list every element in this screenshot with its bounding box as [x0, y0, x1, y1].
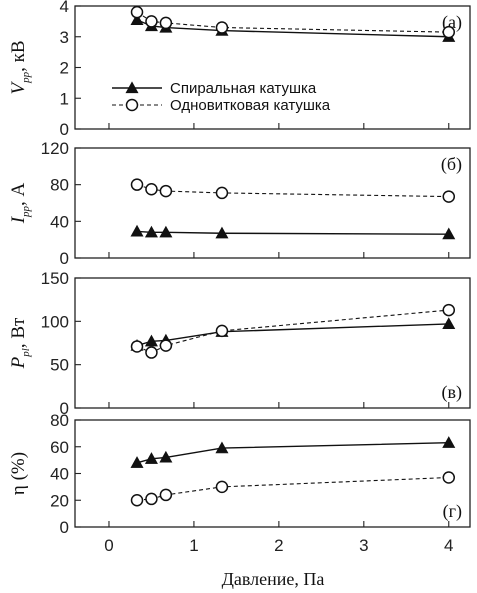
y-axis-symbol: P	[8, 356, 29, 369]
y-tick-label: 50	[50, 356, 69, 375]
x-tick-label: 1	[189, 536, 198, 555]
series-line-single-turn	[137, 310, 449, 352]
y-axis-label: Ipp, А	[8, 182, 32, 224]
x-tick-label: 3	[359, 536, 368, 555]
data-point-single-turn	[146, 184, 157, 195]
series-line-spiral	[137, 231, 449, 234]
data-point-single-turn	[132, 179, 143, 190]
data-point-spiral	[131, 225, 143, 236]
data-point-single-turn	[443, 27, 454, 38]
panel-b: 0 40 80 120 Ipp, А (б)	[8, 139, 470, 268]
data-point-single-turn	[132, 7, 143, 18]
data-point-spiral	[443, 318, 455, 329]
y-tick-label: 0	[60, 249, 69, 268]
y-axis-subscript: pp	[20, 205, 32, 218]
series-line-spiral	[137, 324, 449, 346]
y-axis-subscript: pl	[20, 348, 32, 358]
y-tick-label: 40	[50, 212, 69, 231]
y-tick-label: 20	[50, 491, 69, 510]
panel-frame	[75, 420, 470, 527]
y-axis-label: Vpp, кВ	[8, 40, 32, 94]
data-point-single-turn	[146, 16, 157, 27]
panel-label: (в)	[442, 382, 463, 403]
series-line-single-turn	[137, 478, 449, 501]
data-point-single-turn	[160, 340, 171, 351]
data-point-single-turn	[443, 472, 454, 483]
panel-label: (б)	[441, 154, 462, 175]
data-point-single-turn	[160, 186, 171, 197]
y-tick-label: 80	[50, 176, 69, 195]
y-tick-label: 3	[60, 28, 69, 47]
data-point-single-turn	[216, 22, 227, 33]
y-tick-label: 1	[60, 89, 69, 108]
data-point-single-turn	[160, 489, 171, 500]
y-tick-label: 2	[60, 59, 69, 78]
data-point-single-turn	[216, 187, 227, 198]
panel-frame	[75, 148, 470, 258]
data-point-single-turn	[132, 495, 143, 506]
series-line-spiral	[137, 443, 449, 463]
y-tick-label: 80	[50, 411, 69, 430]
panel-d: 0 20 40 60 80 η (%) (г)	[8, 411, 470, 537]
data-point-single-turn	[216, 481, 227, 492]
data-point-single-turn	[132, 341, 143, 352]
y-tick-label: 120	[41, 139, 69, 158]
data-point-single-turn	[443, 191, 454, 202]
panel-label: (г)	[443, 501, 462, 522]
data-point-single-turn	[443, 305, 454, 316]
data-point-single-turn	[160, 17, 171, 28]
y-axis-unit: , А	[8, 182, 29, 206]
y-axis-unit: , кВ	[8, 40, 29, 71]
y-tick-label: 4	[60, 0, 69, 16]
data-point-single-turn	[146, 493, 157, 504]
y-axis-subscript: pp	[20, 71, 32, 84]
y-tick-label: 0	[60, 518, 69, 537]
y-tick-label: 100	[41, 312, 69, 331]
y-tick-label: 60	[50, 438, 69, 457]
series-line-single-turn	[137, 185, 449, 197]
data-point-single-turn	[216, 325, 227, 336]
legend-entry-label: Одновитковая катушка	[170, 97, 331, 114]
y-axis-label: Ppl, Вт	[8, 317, 32, 369]
y-tick-label: 40	[50, 465, 69, 484]
y-tick-label: 0	[60, 120, 69, 139]
series-line-spiral	[137, 20, 449, 37]
data-point-single-turn	[146, 347, 157, 358]
x-tick-label: 2	[274, 536, 283, 555]
x-tick-label: 0	[104, 536, 113, 555]
legend-entry-label: Спиральная катушка	[170, 80, 317, 97]
y-axis-label: η (%)	[8, 452, 29, 495]
legend-marker-circle	[127, 100, 138, 111]
y-tick-label: 150	[41, 269, 69, 288]
y-axis-unit: , Вт	[8, 317, 29, 348]
x-axis-label: Давление, Па	[222, 569, 325, 589]
x-tick-label: 4	[444, 536, 453, 555]
